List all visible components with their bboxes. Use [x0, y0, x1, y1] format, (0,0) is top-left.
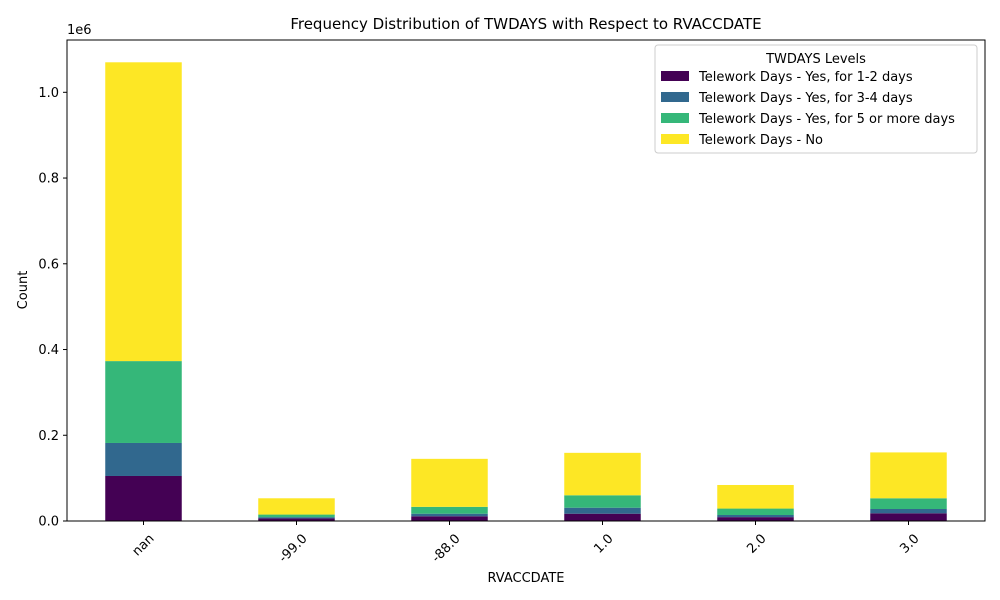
bar-segment-nan-series-1	[105, 442, 182, 476]
legend-swatch-2	[661, 113, 689, 123]
y-tick-label: 0.6	[38, 257, 59, 272]
bar-segment--99.0-series-2	[258, 514, 335, 518]
bar-segment-2.0-series-1	[717, 514, 794, 518]
bar-segment-3.0-series-0	[870, 513, 947, 521]
bar-segment-nan-series-3	[105, 62, 182, 362]
plot-frame	[66, 39, 986, 522]
legend-swatch-0	[661, 71, 689, 81]
bar-segment-1.0-series-3	[564, 452, 641, 496]
bar-segment--88.0-series-3	[411, 458, 488, 507]
bar-segment--99.0-series-3	[258, 498, 335, 515]
bar-segment-1.0-series-0	[564, 513, 641, 521]
legend-label-0: Telework Days - Yes, for 1-2 days	[698, 70, 913, 85]
y-offset-label: 1e6	[67, 23, 92, 38]
legend-box	[654, 44, 978, 154]
y-axis-title: Count	[16, 271, 31, 310]
bar-segment-3.0-series-1	[870, 508, 947, 514]
chart-title: Frequency Distribution of TWDAYS with Re…	[290, 15, 761, 33]
bar-segment--99.0-series-1	[258, 517, 335, 519]
legend-swatch-1	[661, 92, 689, 102]
bar-segment-nan-series-0	[105, 475, 182, 521]
bar-segment-nan-series-2	[105, 361, 182, 443]
bar-segment--99.0-series-0	[258, 518, 335, 521]
legend-title: TWDAYS Levels	[765, 52, 866, 67]
bar-segment-2.0-series-2	[717, 508, 794, 515]
legend-label-3: Telework Days - No	[698, 133, 823, 148]
bar-segment-3.0-series-3	[870, 452, 947, 499]
y-tick-label: 0.2	[38, 429, 59, 444]
legend: TWDAYS Levels Telework Days - Yes, for 1-…	[654, 44, 978, 154]
bar-segment--88.0-series-0	[411, 516, 488, 521]
legend-swatch-3	[661, 134, 689, 144]
bar-segment--88.0-series-2	[411, 506, 488, 514]
bar-segment-2.0-series-3	[717, 484, 794, 509]
bar-segment-1.0-series-2	[564, 495, 641, 508]
bar-segment-2.0-series-0	[717, 517, 794, 521]
bar-segment-3.0-series-2	[870, 498, 947, 509]
y-tick-label: 0.4	[38, 343, 59, 358]
y-tick-label: 1.0	[38, 86, 59, 101]
y-tick-label: 0.8	[38, 172, 59, 187]
legend-label-1: Telework Days - Yes, for 3-4 days	[698, 91, 913, 106]
bar-segment-1.0-series-1	[564, 507, 641, 514]
bar-segment--88.0-series-1	[411, 513, 488, 517]
legend-label-2: Telework Days - Yes, for 5 or more days	[698, 112, 955, 127]
y-tick-label: 0.0	[38, 515, 59, 530]
x-axis-title: RVACCDATE	[487, 571, 564, 586]
